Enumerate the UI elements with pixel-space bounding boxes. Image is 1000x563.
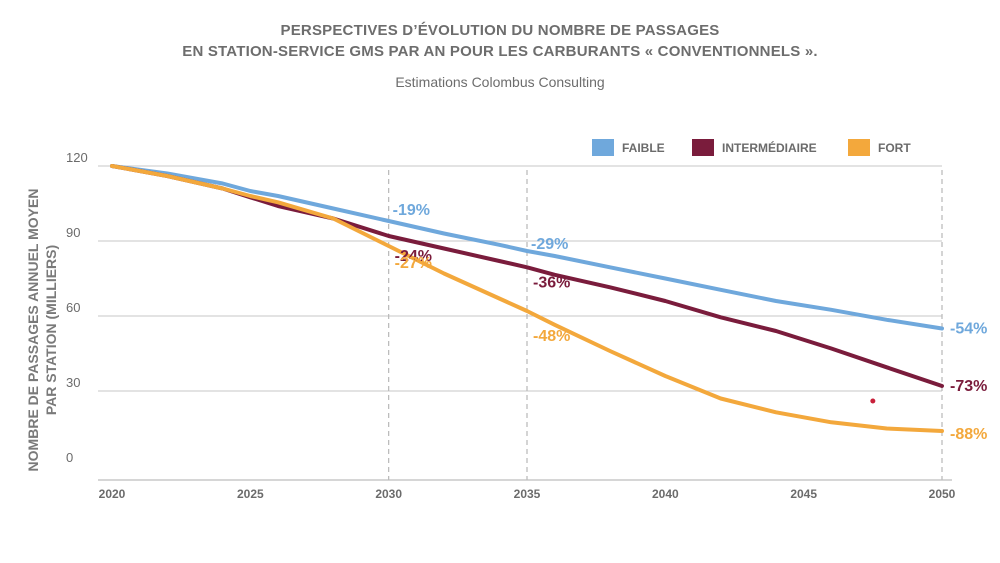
y-tick-label: 90 xyxy=(66,225,80,240)
chart-title-line1: PERSPECTIVES D’ÉVOLUTION DU NOMBRE DE PA… xyxy=(280,22,720,39)
legend-label: INTERMÉDIAIRE xyxy=(722,140,817,155)
data-label: -19% xyxy=(393,202,430,219)
data-label: -24% xyxy=(395,248,432,265)
data-label: -54% xyxy=(950,321,987,338)
x-tick-label: 2030 xyxy=(375,487,402,501)
legend-swatch xyxy=(692,139,714,156)
x-tick-label: 2035 xyxy=(514,487,541,501)
axes: 0 30 60 90 120 2020 2025 2030 2035 2040 2045 2050 xyxy=(66,150,956,501)
marker-dot xyxy=(870,398,876,404)
series-line-3 xyxy=(110,164,944,433)
y-tick-label: 60 xyxy=(66,300,80,315)
data-label: -48% xyxy=(533,328,570,345)
y-axis-label-line1: NOMBRE DE PASSAGES ANNUEL MOYEN xyxy=(25,189,41,472)
data-label: -88% xyxy=(950,426,987,443)
x-tick-label: 2045 xyxy=(790,487,817,501)
chart-subtitle: Estimations Colombus Consulting xyxy=(395,74,605,90)
x-tick-label: 2040 xyxy=(652,487,679,501)
legend-label: FORT xyxy=(878,141,911,155)
legend-swatch xyxy=(592,139,614,156)
grid-layer xyxy=(98,165,942,392)
data-labels: -19% -29% -54% -24% -36% -73% -27% -48% -88% xyxy=(393,202,988,443)
y-tick-label: 0 xyxy=(66,450,73,465)
x-tick-label: 2050 xyxy=(929,487,956,501)
chart-title-line2: EN STATION-SERVICE GMS PAR AN POUR LES C… xyxy=(182,43,818,60)
data-label: -36% xyxy=(533,274,570,291)
x-tick-label: 2025 xyxy=(237,487,264,501)
data-label: -29% xyxy=(531,236,568,253)
legend-swatch xyxy=(848,139,870,156)
series-layer xyxy=(110,164,944,433)
x-tick-label: 2020 xyxy=(99,487,126,501)
legend-label: FAIBLE xyxy=(622,141,665,155)
y-axis-label-line2: PAR STATION (MILLIERS) xyxy=(43,245,59,415)
data-label: -27% xyxy=(395,255,432,272)
reference-lines xyxy=(388,170,943,480)
series-line-1 xyxy=(110,164,944,331)
y-tick-label: 120 xyxy=(66,150,88,165)
y-tick-label: 30 xyxy=(66,375,80,390)
legend: FAIBLE INTERMÉDIAIRE FORT xyxy=(592,139,911,156)
data-label: -73% xyxy=(950,378,987,395)
